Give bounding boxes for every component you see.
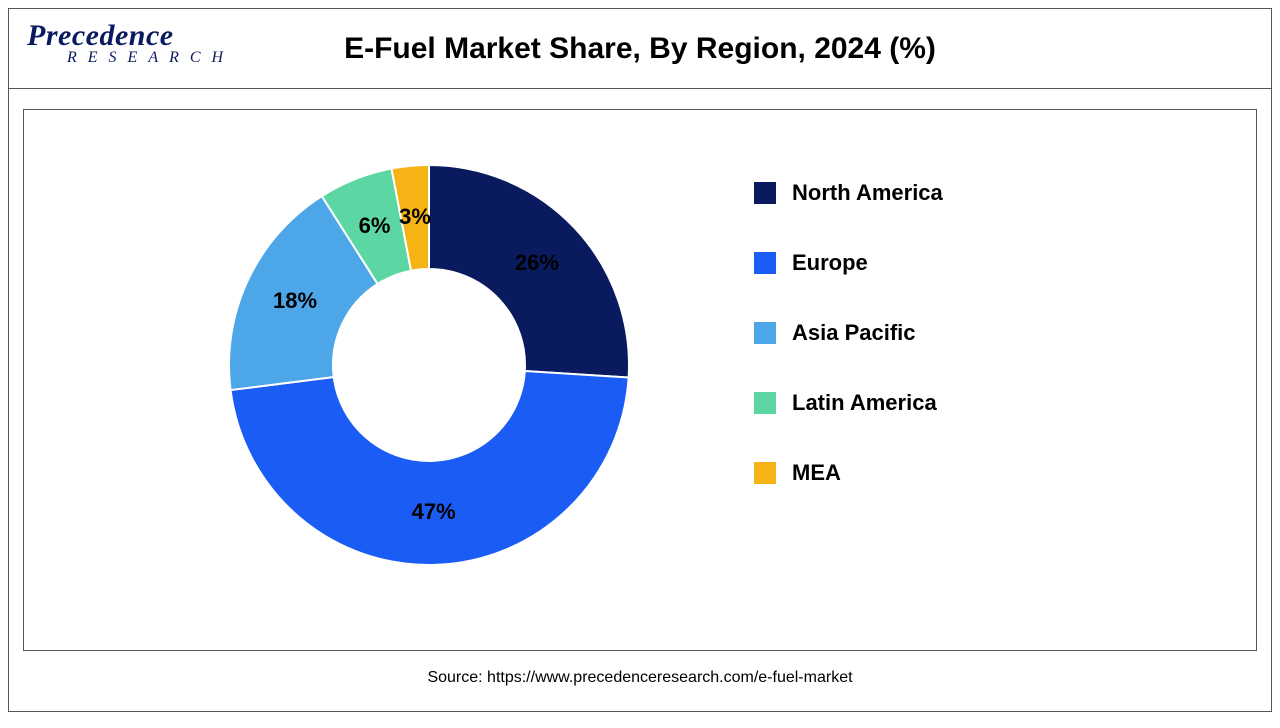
- legend-swatch: [754, 392, 776, 414]
- legend-item-asia-pacific: Asia Pacific: [754, 320, 1054, 346]
- legend-item-europe: Europe: [754, 250, 1054, 276]
- donut-chart: 26%47%18%6%3%: [214, 150, 644, 580]
- legend-text: MEA: [792, 460, 841, 486]
- legend-text: Europe: [792, 250, 868, 276]
- legend: North America Europe Asia Pacific Latin Ame…: [754, 180, 1054, 530]
- outer-frame: Precedence RESEARCH E-Fuel Market Share,…: [8, 8, 1272, 712]
- source-url: https://www.precedenceresearch.com/e-fue…: [487, 669, 852, 686]
- source-line: Source: https://www.precedenceresearch.c…: [9, 669, 1271, 687]
- slice-label-north-america: 26%: [512, 250, 562, 276]
- chart-area: 26%47%18%6%3% North AmericaEuropeAsia Pa…: [23, 109, 1257, 651]
- logo-sub: RESEARCH: [67, 49, 247, 67]
- legend-swatch: [754, 462, 776, 484]
- slice-label-europe: 47%: [409, 499, 459, 525]
- legend-item-latin-america: Latin America: [754, 390, 1054, 416]
- logo: Precedence RESEARCH: [27, 19, 247, 67]
- legend-swatch: [754, 322, 776, 344]
- slice-label-asia-pacific: 18%: [270, 288, 320, 314]
- slice-label-mea: 3%: [390, 204, 440, 230]
- slice-europe: [231, 371, 629, 565]
- header-bar: Precedence RESEARCH E-Fuel Market Share,…: [9, 9, 1271, 89]
- legend-swatch: [754, 252, 776, 274]
- legend-text: Latin America: [792, 390, 937, 416]
- source-prefix: Source:: [427, 669, 487, 686]
- logo-main: Precedence: [27, 19, 247, 53]
- legend-text: North America: [792, 180, 943, 206]
- legend-text: Asia Pacific: [792, 320, 916, 346]
- legend-swatch: [754, 182, 776, 204]
- legend-item-north-america: North America: [754, 180, 1054, 206]
- legend-item-mea: MEA: [754, 460, 1054, 486]
